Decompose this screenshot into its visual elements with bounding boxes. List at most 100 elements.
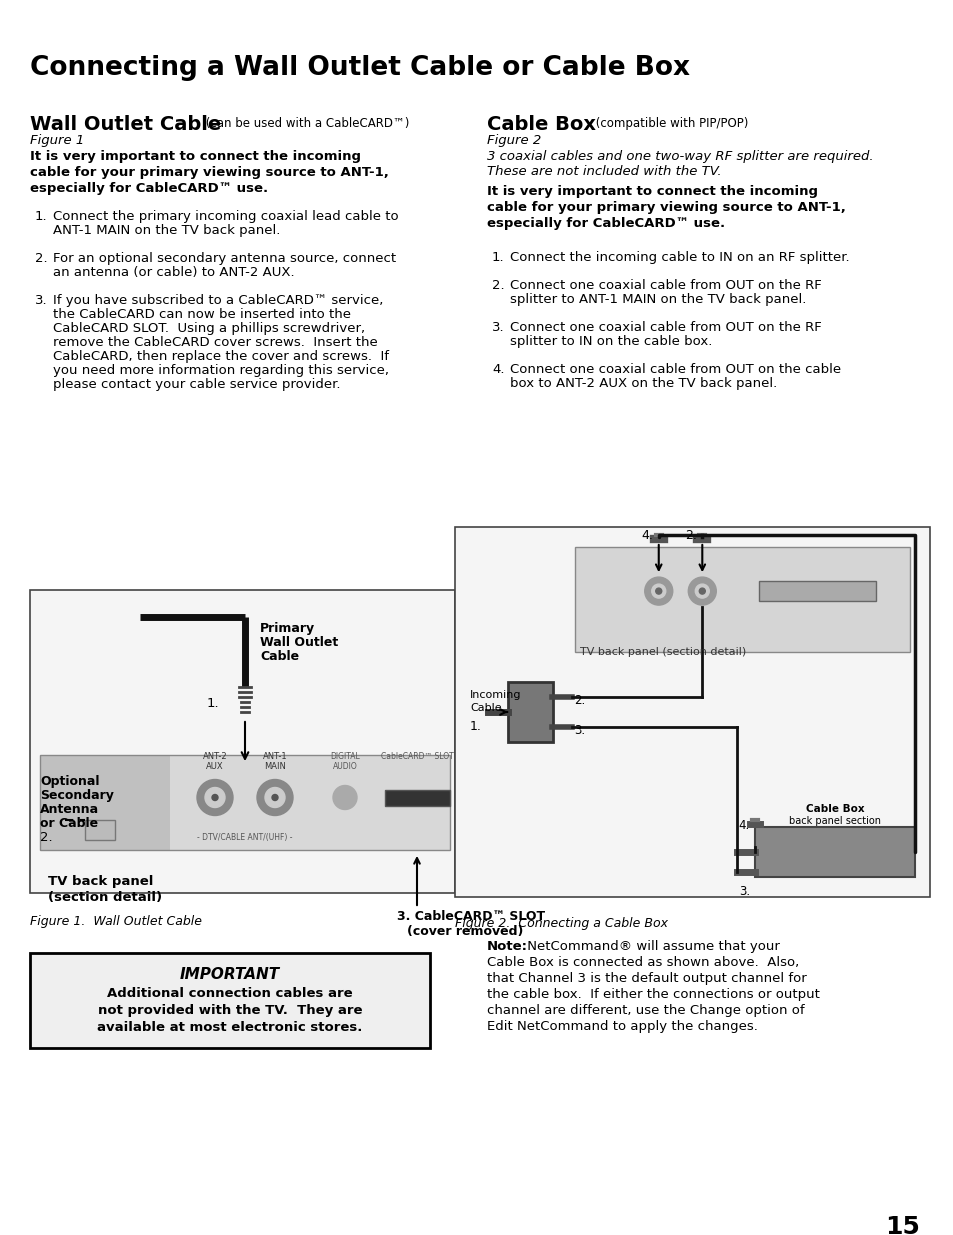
Text: CableCARD, then replace the cover and screws.  If: CableCARD, then replace the cover and sc… xyxy=(53,350,389,363)
Text: 1.: 1. xyxy=(492,251,504,264)
Text: cable for your primary viewing source to ANT-1,: cable for your primary viewing source to… xyxy=(30,165,389,179)
Bar xyxy=(30,953,430,1049)
Text: 2.: 2. xyxy=(40,831,52,844)
Text: Connect the incoming cable to IN on an RF splitter.: Connect the incoming cable to IN on an R… xyxy=(510,251,849,264)
Circle shape xyxy=(205,788,225,808)
Text: Connect the primary incoming coaxial lead cable to: Connect the primary incoming coaxial lea… xyxy=(53,210,398,224)
Text: available at most electronic stores.: available at most electronic stores. xyxy=(97,1021,362,1034)
Circle shape xyxy=(196,779,233,815)
Text: ANT-1 MAIN on the TV back panel.: ANT-1 MAIN on the TV back panel. xyxy=(53,224,280,237)
Circle shape xyxy=(265,788,285,808)
Text: DIGITAL
AUDIO: DIGITAL AUDIO xyxy=(330,752,359,772)
Text: you need more information regarding this service,: you need more information regarding this… xyxy=(53,364,389,377)
Bar xyxy=(754,827,914,877)
Text: These are not included with the TV.: These are not included with the TV. xyxy=(486,165,720,178)
Bar xyxy=(455,527,929,897)
Text: (compatible with PIP/POP): (compatible with PIP/POP) xyxy=(592,117,747,130)
Text: (section detail): (section detail) xyxy=(48,890,162,904)
Text: ANT-1
MAIN: ANT-1 MAIN xyxy=(262,752,287,772)
Text: ANT-2
AUX: ANT-2 AUX xyxy=(202,752,227,772)
Text: TV back panel: TV back panel xyxy=(48,876,153,888)
Text: Incoming: Incoming xyxy=(470,690,521,700)
Circle shape xyxy=(256,779,293,815)
Text: remove the CableCARD cover screws.  Insert the: remove the CableCARD cover screws. Inser… xyxy=(53,336,377,350)
Text: back panel section: back panel section xyxy=(788,816,880,826)
Text: 3.: 3. xyxy=(35,294,48,308)
Bar xyxy=(575,547,909,652)
Text: 4.: 4. xyxy=(738,819,749,832)
Text: channel are different, use the Change option of: channel are different, use the Change op… xyxy=(486,1004,803,1016)
Text: 3.: 3. xyxy=(739,885,749,898)
Text: Figure 1.  Wall Outlet Cable: Figure 1. Wall Outlet Cable xyxy=(30,915,202,927)
Bar xyxy=(30,590,455,893)
Text: box to ANT-2 AUX on the TV back panel.: box to ANT-2 AUX on the TV back panel. xyxy=(510,377,777,390)
Text: please contact your cable service provider.: please contact your cable service provid… xyxy=(53,378,340,391)
Text: Figure 2.  Connecting a Cable Box: Figure 2. Connecting a Cable Box xyxy=(455,918,667,930)
Text: Antenna: Antenna xyxy=(40,803,99,816)
Text: Optional: Optional xyxy=(40,776,99,788)
Bar xyxy=(759,582,876,601)
Text: For an optional secondary antenna source, connect: For an optional secondary antenna source… xyxy=(53,252,395,266)
Text: especially for CableCARD™ use.: especially for CableCARD™ use. xyxy=(486,217,724,230)
Text: Figure 1: Figure 1 xyxy=(30,135,84,147)
Bar xyxy=(85,820,115,840)
Text: 3. CableCARD™ SLOT: 3. CableCARD™ SLOT xyxy=(396,910,544,923)
Text: Edit NetCommand to apply the changes.: Edit NetCommand to apply the changes. xyxy=(486,1020,757,1032)
Text: Connecting a Wall Outlet Cable or Cable Box: Connecting a Wall Outlet Cable or Cable … xyxy=(30,56,689,82)
Text: Primary: Primary xyxy=(260,622,314,635)
Text: especially for CableCARD™ use.: especially for CableCARD™ use. xyxy=(30,182,268,195)
Text: (can be used with a CableCARD™): (can be used with a CableCARD™) xyxy=(202,117,409,130)
Text: Cable: Cable xyxy=(260,650,299,663)
Text: Additional connection cables are: Additional connection cables are xyxy=(107,987,353,1000)
Text: It is very important to connect the incoming: It is very important to connect the inco… xyxy=(30,149,360,163)
Text: cable for your primary viewing source to ANT-1,: cable for your primary viewing source to… xyxy=(486,201,845,214)
Text: It is very important to connect the incoming: It is very important to connect the inco… xyxy=(486,185,817,198)
Text: 2.: 2. xyxy=(574,694,584,706)
Text: the CableCARD can now be inserted into the: the CableCARD can now be inserted into t… xyxy=(53,308,351,321)
Text: - DTV/CABLE ANT/(UHF) -: - DTV/CABLE ANT/(UHF) - xyxy=(197,832,293,842)
Circle shape xyxy=(644,577,672,605)
Text: Cable: Cable xyxy=(470,703,501,713)
Text: 4.: 4. xyxy=(492,363,504,375)
Text: Secondary: Secondary xyxy=(40,789,113,802)
Text: Figure 2: Figure 2 xyxy=(486,135,540,147)
Text: Cable Box: Cable Box xyxy=(805,804,863,814)
Bar xyxy=(507,682,553,742)
Circle shape xyxy=(651,584,665,598)
Text: NetCommand® will assume that your: NetCommand® will assume that your xyxy=(522,940,779,953)
Bar xyxy=(385,789,450,805)
Text: (cover removed): (cover removed) xyxy=(407,925,523,939)
Text: an antenna (or cable) to ANT-2 AUX.: an antenna (or cable) to ANT-2 AUX. xyxy=(53,266,294,279)
Circle shape xyxy=(272,794,277,800)
Text: 2.: 2. xyxy=(684,529,697,542)
Text: Connect one coaxial cable from OUT on the RF: Connect one coaxial cable from OUT on th… xyxy=(510,321,821,333)
Text: or Cable: or Cable xyxy=(40,818,98,830)
Text: Wall Outlet Cable: Wall Outlet Cable xyxy=(30,115,221,135)
Text: 4.: 4. xyxy=(641,529,653,542)
Text: 3.: 3. xyxy=(492,321,504,333)
Text: the cable box.  If either the connections or output: the cable box. If either the connections… xyxy=(486,988,819,1002)
Circle shape xyxy=(333,785,356,809)
Text: 15: 15 xyxy=(884,1215,919,1235)
Bar xyxy=(40,755,170,850)
Bar xyxy=(40,755,450,850)
Text: If you have subscribed to a CableCARD™ service,: If you have subscribed to a CableCARD™ s… xyxy=(53,294,383,308)
Text: CableCARD SLOT.  Using a phillips screwdriver,: CableCARD SLOT. Using a phillips screwdr… xyxy=(53,322,365,335)
Text: Cable Box is connected as shown above.  Also,: Cable Box is connected as shown above. A… xyxy=(486,956,799,969)
Text: IMPORTANT: IMPORTANT xyxy=(180,967,280,982)
Text: Note:: Note: xyxy=(486,940,527,953)
Text: CableCARD™ SLOT: CableCARD™ SLOT xyxy=(380,752,453,761)
Text: Connect one coaxial cable from OUT on the cable: Connect one coaxial cable from OUT on th… xyxy=(510,363,841,375)
Text: TV back panel (section detail): TV back panel (section detail) xyxy=(579,647,745,657)
Circle shape xyxy=(699,588,704,594)
Text: not provided with the TV.  They are: not provided with the TV. They are xyxy=(97,1004,362,1016)
Text: 2.: 2. xyxy=(35,252,48,266)
Text: 1.: 1. xyxy=(470,720,481,734)
Text: 3 coaxial cables and one two-way RF splitter are required.: 3 coaxial cables and one two-way RF spli… xyxy=(486,149,873,163)
Text: Cable Box: Cable Box xyxy=(486,115,596,135)
Text: Wall Outlet: Wall Outlet xyxy=(260,636,338,650)
Text: splitter to ANT-1 MAIN on the TV back panel.: splitter to ANT-1 MAIN on the TV back pa… xyxy=(510,293,805,306)
Circle shape xyxy=(687,577,716,605)
Text: 1.: 1. xyxy=(207,697,219,710)
Text: splitter to IN on the cable box.: splitter to IN on the cable box. xyxy=(510,335,712,348)
